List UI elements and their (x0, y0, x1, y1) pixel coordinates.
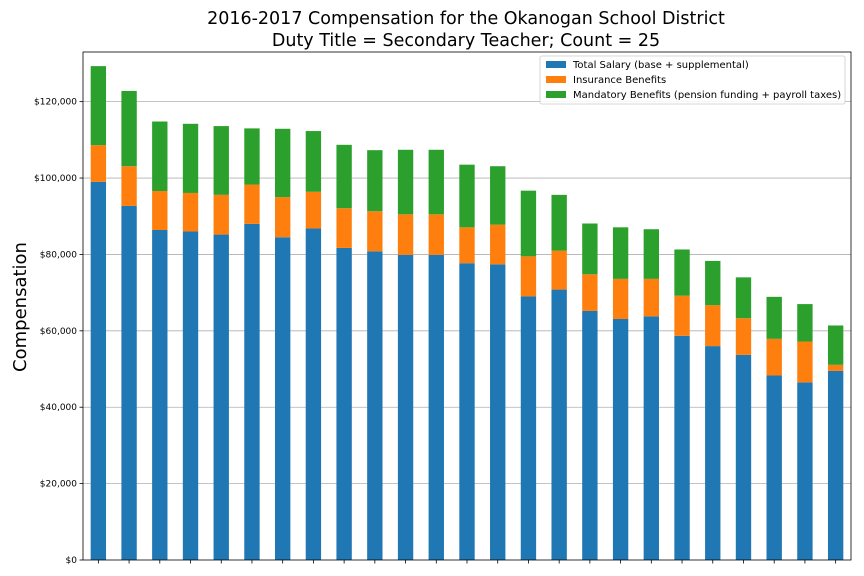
bar-segment-series-0 (735, 354, 752, 560)
bar-segment-series-1 (520, 256, 537, 297)
bar-segment-series-1 (705, 305, 721, 347)
bar-segment-series-0 (244, 223, 260, 560)
bar-segment-series-2 (674, 249, 690, 296)
bar-segment-series-0 (520, 296, 537, 560)
bar-segment-series-2 (735, 277, 752, 319)
y-tick-label: $120,000 (34, 98, 77, 108)
bar-segment-series-1 (121, 166, 137, 206)
bar-segment-series-2 (766, 296, 782, 339)
y-tick-label: $100,000 (34, 174, 77, 184)
bar-segment-series-2 (551, 194, 567, 251)
legend-swatch (546, 61, 566, 68)
bar-segment-series-2 (428, 149, 444, 215)
bar-segment-series-0 (797, 382, 813, 560)
bar-segment-series-1 (152, 191, 168, 230)
bar-segment-series-0 (674, 335, 690, 560)
bar-segment-series-0 (582, 310, 598, 560)
bar-segment-series-1 (459, 227, 475, 264)
bar-segment-series-1 (397, 214, 414, 255)
bar-segment-series-0 (827, 370, 844, 560)
bar-segment-series-2 (275, 128, 291, 198)
bar-segment-series-0 (551, 289, 567, 560)
bar-segment-series-2 (152, 121, 168, 192)
bar-segment-series-2 (827, 325, 844, 365)
y-tick-label: $20,000 (40, 480, 77, 490)
bar-segment-series-2 (182, 123, 199, 193)
bar-segment-series-2 (244, 128, 260, 185)
axes: $0 $20,000 $40,000 $60,000 $80,000 $100,000 $1… (34, 51, 852, 566)
bar-segment-series-2 (397, 149, 414, 215)
plot-frame (82, 51, 852, 561)
y-tick-label: $40,000 (40, 403, 77, 413)
chart-subtitle: Duty Title = Secondary Teacher; Count = … (272, 31, 660, 51)
bar-segment-series-0 (490, 264, 506, 560)
chart-title: 2016-2017 Compensation for the Okanogan … (207, 9, 725, 29)
bar-segment-series-0 (336, 247, 352, 560)
bar-segment-series-2 (520, 190, 537, 257)
y-tick-label: $80,000 (40, 250, 77, 260)
bar-segment-series-1 (275, 197, 291, 238)
bar-segment-series-2 (705, 260, 721, 306)
bar-segment-series-0 (766, 375, 782, 560)
bar-segment-series-0 (705, 346, 721, 560)
y-tick-label: $0 (66, 556, 78, 566)
legend-swatch (546, 76, 566, 83)
legend-label: Insurance Benefits (573, 75, 666, 86)
bar-segment-series-2 (367, 150, 383, 212)
y-axis-label: Compensation (10, 242, 31, 372)
bar-segment-series-2 (336, 144, 352, 209)
bar-segment-series-1 (643, 278, 659, 317)
bar-segment-series-2 (643, 229, 659, 279)
legend-box (539, 55, 846, 105)
bar-segment-series-2 (490, 166, 506, 225)
bar-segment-series-0 (612, 318, 629, 560)
bar-segment-series-1 (367, 211, 383, 252)
bar-segment-series-1 (490, 224, 506, 265)
bar-segment-series-1 (336, 208, 352, 248)
bar-segment-series-0 (90, 181, 107, 560)
bar-segment-series-0 (643, 316, 659, 560)
bar-segment-series-2 (121, 90, 137, 167)
bar-segment-series-0 (121, 205, 137, 560)
bar-segment-series-2 (612, 227, 629, 279)
bar-segment-series-0 (397, 254, 414, 560)
bar-segment-series-1 (428, 214, 444, 255)
bar-segment-series-1 (305, 191, 322, 229)
bar-segment-series-1 (551, 250, 567, 290)
legend-swatch (546, 91, 566, 98)
bar-segment-series-0 (459, 263, 475, 560)
bar-segment-series-1 (213, 194, 229, 235)
bar-segment-series-2 (213, 126, 229, 195)
bar-segment-series-0 (367, 251, 383, 561)
bar-segment-series-2 (459, 164, 475, 228)
bar-segment-series-0 (428, 254, 444, 560)
bars (90, 66, 844, 561)
bar-segment-series-1 (674, 295, 690, 336)
y-tick-label: $60,000 (40, 327, 77, 337)
bar-segment-series-0 (275, 237, 291, 561)
bar-segment-series-0 (213, 234, 229, 560)
bar-segment-series-1 (582, 274, 598, 311)
bar-segment-series-1 (244, 184, 260, 224)
bar-segment-series-2 (797, 304, 813, 342)
bar-segment-series-1 (735, 318, 752, 355)
bar-segment-series-0 (152, 229, 168, 561)
bar-segment-series-1 (766, 338, 782, 376)
legend-label: Mandatory Benefits (pension funding + pa… (573, 90, 841, 101)
bar-segment-series-1 (90, 145, 107, 182)
bar-segment-series-1 (182, 192, 199, 232)
bar-segment-series-1 (797, 341, 813, 383)
bar-segment-series-2 (305, 131, 322, 192)
bar-segment-series-2 (90, 66, 107, 146)
bar-segment-series-0 (305, 228, 322, 560)
bar-segment-series-2 (582, 223, 598, 275)
legend-label: Total Salary (base + supplemental) (572, 60, 749, 71)
legend: Total Salary (base + supplemental) Insura… (539, 55, 846, 105)
bar-segment-series-0 (182, 231, 199, 560)
bar-segment-series-1 (827, 364, 844, 371)
bar-segment-series-1 (612, 278, 629, 319)
